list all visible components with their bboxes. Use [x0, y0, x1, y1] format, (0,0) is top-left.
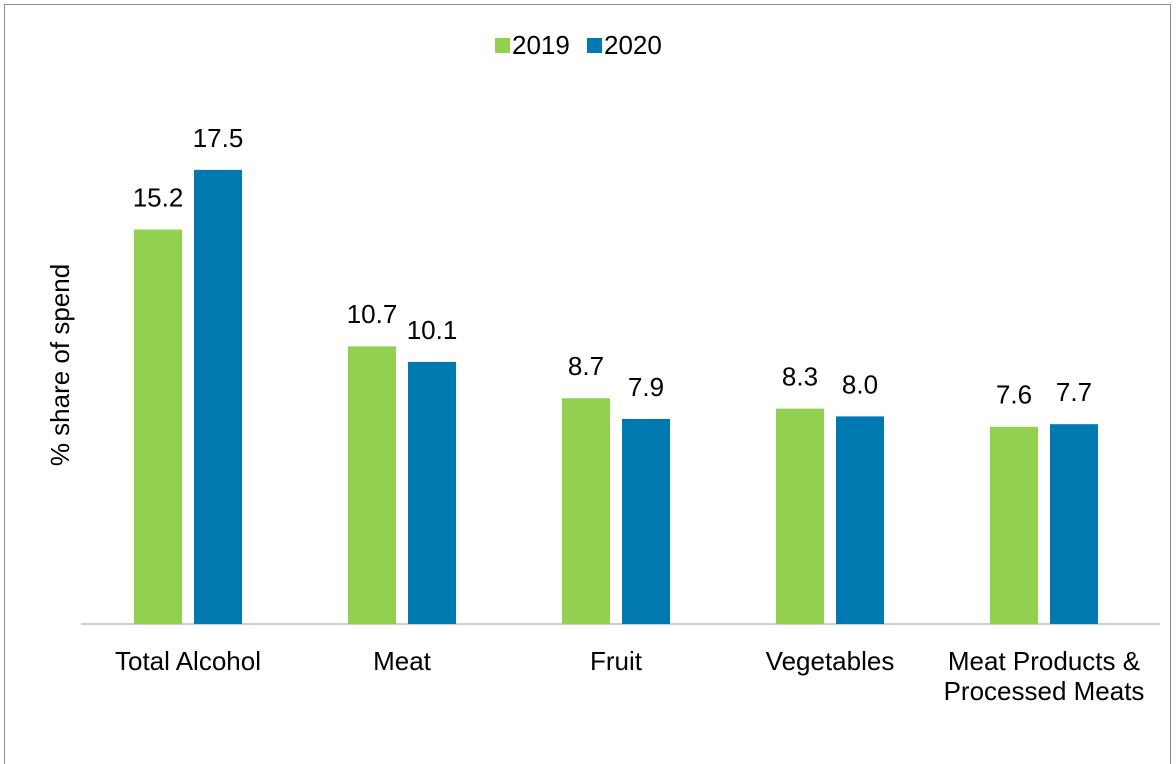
- x-tick-label: Vegetables: [765, 646, 895, 676]
- bar: [622, 418, 670, 624]
- legend-swatch: [587, 38, 602, 53]
- value-label: 8.7: [568, 351, 604, 381]
- value-label: 15.2: [133, 182, 184, 212]
- bar: [408, 361, 456, 624]
- y-axis-label: % share of spend: [45, 264, 75, 466]
- bar: [776, 408, 824, 624]
- value-label: 8.0: [842, 369, 878, 399]
- x-tick-label: Total Alcohol: [115, 646, 261, 676]
- value-label: 10.7: [347, 299, 398, 329]
- value-label: 7.6: [996, 380, 1032, 410]
- frame: [4, 4, 1171, 764]
- bar: [348, 346, 396, 624]
- bar: [194, 169, 242, 624]
- bar: [1050, 424, 1098, 624]
- x-tick-label: Fruit: [590, 646, 642, 676]
- bar: [562, 398, 610, 624]
- value-label: 7.9: [628, 372, 664, 402]
- value-label: 8.3: [782, 361, 818, 391]
- bar: [836, 416, 884, 624]
- value-label: 17.5: [193, 123, 244, 153]
- legend-label: 2020: [604, 30, 662, 60]
- value-label: 7.7: [1056, 377, 1092, 407]
- x-tick-label: Meat: [373, 646, 431, 676]
- legend-label: 2019: [512, 30, 570, 60]
- x-tick-label: Meat Products & Processed Meats: [943, 646, 1145, 706]
- value-label: 10.1: [407, 315, 458, 345]
- legend-swatch: [495, 38, 510, 53]
- bar: [990, 426, 1038, 624]
- bar: [134, 229, 182, 624]
